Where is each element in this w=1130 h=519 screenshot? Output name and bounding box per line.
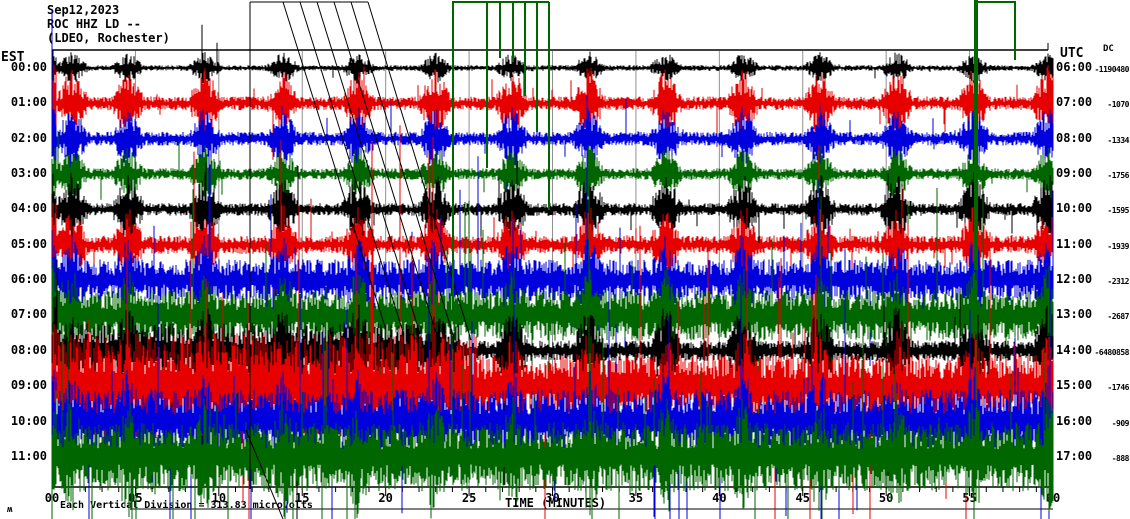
dc-value-label: -6480858 <box>1094 347 1129 357</box>
dc-value-label: -1939 <box>1107 241 1129 251</box>
est-tick-label: 02:00 <box>10 130 47 145</box>
est-tick-label: 01:00 <box>10 95 47 110</box>
trace-row-11:00 <box>51 176 1054 519</box>
dc-value-label: -1070 <box>1107 100 1129 110</box>
x-tick-label: 45 <box>795 491 810 505</box>
est-tick-label: 07:00 <box>10 307 47 322</box>
est-tick-label: 03:00 <box>10 166 47 181</box>
utc-tick-label: 09:00 <box>1056 166 1093 181</box>
logo-glyph: ʍ <box>7 505 13 515</box>
dc-value-label: -909 <box>1111 418 1130 428</box>
network-label: (LDEO, Rochester) <box>47 31 170 45</box>
est-tick-label: 10:00 <box>10 413 47 428</box>
dc-value-label: -888 <box>1111 453 1130 463</box>
utc-tick-label: 12:00 <box>1056 272 1093 287</box>
x-tick-label: 20 <box>378 491 393 505</box>
utc-tick-label: 06:00 <box>1056 60 1093 74</box>
x-tick-label: 10 <box>211 491 227 505</box>
station-label: ROC HHZ LD -- <box>47 17 141 31</box>
utc-tick-label: 08:00 <box>1056 130 1093 145</box>
utc-tick-label: 16:00 <box>1056 413 1093 428</box>
trace-row-03:00 <box>51 130 1054 206</box>
est-tick-label: 09:00 <box>10 378 47 393</box>
est-tick-label: 04:00 <box>10 201 47 216</box>
utc-tick-label: 14:00 <box>1056 342 1093 357</box>
utc-tick-label: 11:00 <box>1056 236 1093 251</box>
utc-tick-label: 13:00 <box>1056 307 1093 322</box>
dc-value-label: -1190480 <box>1094 65 1129 74</box>
est-tick-label: 11:00 <box>10 448 47 463</box>
utc-tick-label: 07:00 <box>1056 95 1093 110</box>
utc-tick-label: 10:00 <box>1056 201 1093 216</box>
scale-note: Each Vertical Division = 313.83 microvol… <box>60 500 313 511</box>
trace-row-07:00 <box>51 187 1054 484</box>
date-label: Sep12,2023 <box>47 3 120 17</box>
x-tick-label: 35 <box>628 491 644 505</box>
dc-value-label: -2687 <box>1107 312 1129 322</box>
x-tick-label: 15 <box>295 491 310 505</box>
trace-row-02:00 <box>51 8 1054 242</box>
x-tick-label: 30 <box>545 491 560 505</box>
trace-row-04:00 <box>51 156 1054 247</box>
est-tick-label: 08:00 <box>10 342 47 357</box>
x-tick-label: 50 <box>878 491 894 505</box>
utc-tick-label: 15:00 <box>1056 378 1093 393</box>
dc-value-label: -1334 <box>1107 135 1129 145</box>
dc-value-label: -1756 <box>1107 171 1129 181</box>
x-axis-label: TIME (MINUTES) <box>505 496 607 510</box>
est-tick-label: 00:00 <box>10 60 47 74</box>
dc-value-label: -1595 <box>1107 206 1129 216</box>
est-tick-label: 05:00 <box>10 236 47 251</box>
utc-tick-label: 17:00 <box>1056 448 1093 463</box>
right-axis-title: UTC <box>1060 46 1084 61</box>
est-tick-label: 06:00 <box>10 272 47 287</box>
dc-value-label: -1746 <box>1107 383 1129 393</box>
dc-value-label: -2312 <box>1107 277 1129 287</box>
x-tick-label: 25 <box>461 491 477 505</box>
x-tick-label: 40 <box>712 491 727 505</box>
left-axis-title: EST <box>1 50 25 65</box>
dc-column-title: DC <box>1103 44 1114 54</box>
